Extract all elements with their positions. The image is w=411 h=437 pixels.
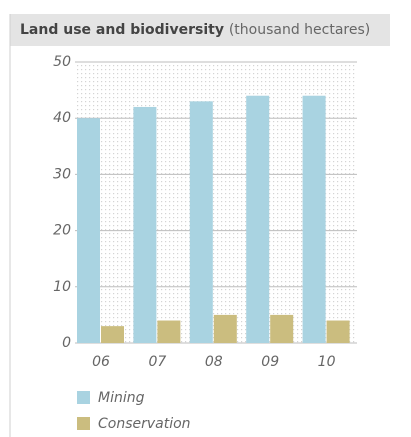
y-tick-label: 0: [62, 335, 71, 351]
y-tick-label: 10: [53, 279, 71, 295]
legend-label: Mining: [98, 390, 145, 406]
subtitle: (thousand hectares): [229, 22, 370, 38]
legend-swatch: [77, 391, 90, 404]
y-tick-label: 50: [53, 54, 71, 70]
x-tick-label: 06: [92, 354, 110, 370]
bar: [326, 320, 350, 343]
bar: [270, 314, 294, 343]
y-tick-label: 40: [53, 110, 71, 126]
legend-label: Conservation: [98, 416, 191, 432]
x-tick-label: 07: [148, 354, 166, 370]
x-tick-label: 08: [205, 354, 223, 370]
x-tick-label: 10: [318, 354, 336, 370]
bar: [189, 101, 213, 343]
bar: [133, 106, 157, 344]
bar: [213, 314, 237, 343]
bar: [77, 118, 100, 343]
bar: [101, 326, 124, 343]
bar: [246, 95, 270, 343]
x-tick-label: 09: [261, 354, 279, 370]
header-band: [10, 14, 390, 46]
bar: [157, 320, 181, 343]
y-tick-label: 30: [53, 166, 71, 182]
title: Land use and biodiversity: [20, 22, 224, 38]
chart-title: Land use and biodiversity (thousand hect…: [20, 22, 370, 38]
y-tick-label: 20: [53, 223, 71, 239]
bar: [302, 95, 326, 343]
legend-swatch: [77, 417, 90, 430]
